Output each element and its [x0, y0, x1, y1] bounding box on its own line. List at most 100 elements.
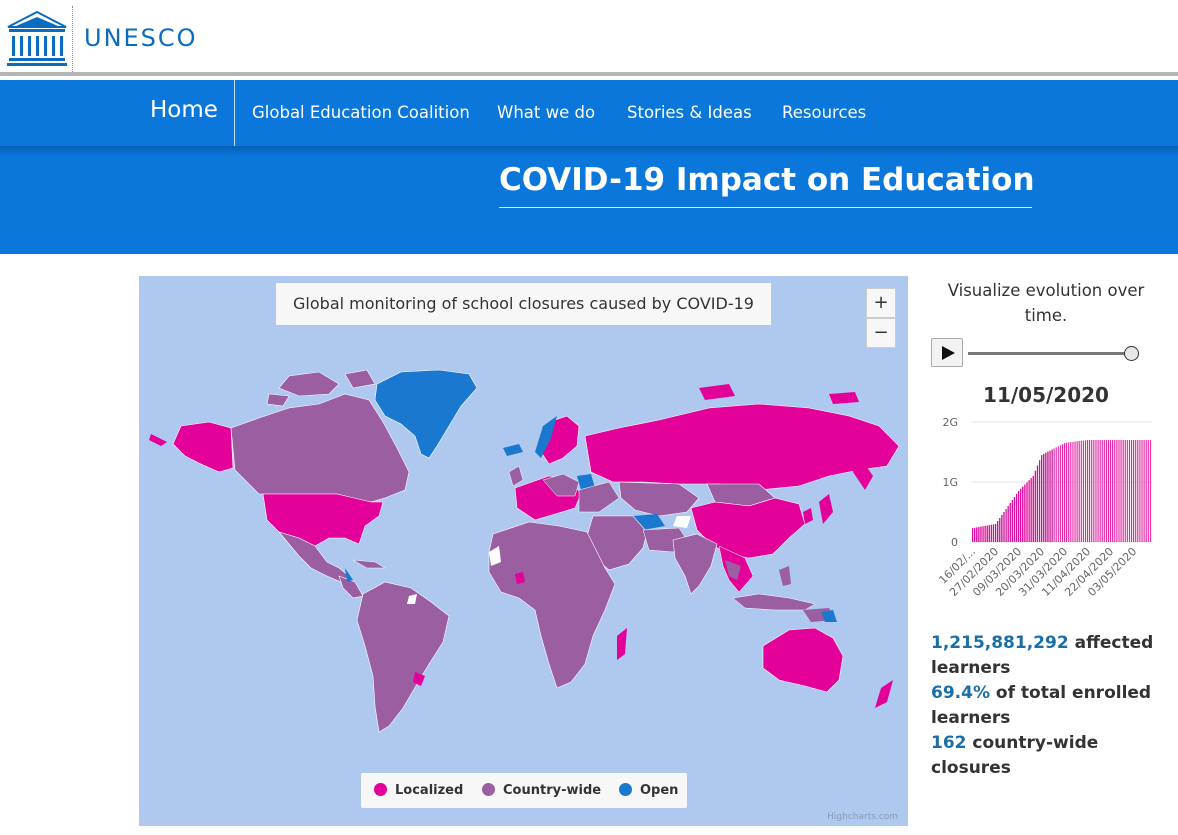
map-region-south-america [356, 581, 450, 733]
timeline-bar-edge [1137, 440, 1139, 542]
time-slider-track[interactable] [968, 352, 1130, 355]
timeline-bar-edge [1085, 440, 1086, 542]
timeline-bar-edge [1018, 491, 1019, 542]
open-dot-icon [619, 783, 632, 796]
chart-bars[interactable] [972, 440, 1152, 542]
map-region-png [821, 610, 837, 622]
nav-divider [234, 80, 235, 146]
timeline-bar-edge [980, 526, 982, 542]
legend-item-localized[interactable]: Localized [374, 773, 463, 808]
legend-label-country-wide: Country-wide [503, 783, 602, 798]
timeline-bar-edge [1076, 441, 1078, 542]
timeline-bar-edge [986, 525, 988, 542]
stats-summary: 1,215,881,292 affected learners 69.4% of… [931, 631, 1171, 781]
highcharts-credits[interactable]: Highcharts.com [827, 812, 898, 822]
zoom-out-button[interactable]: − [866, 318, 896, 348]
map-legend: Localized Country-wide Open [361, 773, 687, 808]
timeline-bar-edge [1097, 440, 1099, 542]
map-region-central-america [338, 575, 364, 599]
timeline-bar-edge [1116, 440, 1118, 542]
timeline-bar-edge [1149, 440, 1151, 542]
timeline-bar-edge [1120, 440, 1122, 542]
country-closures-label: country-wide closures [931, 733, 1099, 778]
play-icon [942, 346, 955, 360]
map-region-indonesia [732, 593, 816, 611]
main-navigation: Home Global Education Coalition What we … [0, 80, 1178, 146]
timeline-bar-edge [1105, 440, 1107, 542]
page-title: COVID-19 Impact on Education [499, 162, 1035, 198]
map-region-russia-islands [699, 384, 859, 404]
logo-divider [72, 6, 73, 72]
enrolled-percent-label: of total enrolled learners [931, 683, 1152, 728]
timeline-bar-edge [999, 518, 1001, 542]
timeline-bar-edge [1032, 476, 1034, 542]
timeline-bar-edge [1009, 503, 1011, 542]
timeline-bar-edge [1139, 440, 1141, 542]
world-map-chart[interactable]: Global monitoring of school closures cau… [139, 276, 908, 826]
map-region-australia [762, 627, 844, 693]
map-region-philippines [779, 566, 791, 586]
legend-item-country-wide[interactable]: Country-wide [482, 773, 601, 808]
enrolled-percent-value: 69.4% [931, 683, 990, 703]
timeline-bar-edge [1114, 440, 1116, 542]
affected-learners-label: affected learners [931, 633, 1154, 678]
temple-logo-icon [7, 10, 67, 66]
brand-name[interactable]: UNESCO [84, 24, 198, 52]
timeline-bar-edge [1036, 465, 1038, 542]
nav-stories-ideas[interactable]: Stories & Ideas [627, 103, 752, 122]
timeline-bar-edge [1078, 441, 1080, 542]
timeline-bar-edge [1013, 497, 1015, 542]
timeline-bar-edge [1135, 440, 1137, 542]
play-button[interactable] [931, 338, 963, 367]
country-closures-stat: 162 country-wide closures [931, 731, 1171, 781]
map-region-ghana [515, 572, 525, 584]
map-region-madagascar [617, 628, 627, 660]
timeline-bar-edge [1062, 444, 1063, 542]
map-region-canadian-islands [266, 369, 376, 407]
timeline-bar-edge [992, 524, 994, 542]
timeline-bar-edge [1122, 440, 1124, 542]
time-slider-thumb[interactable] [1124, 346, 1139, 361]
timeline-bar-edge [1053, 448, 1055, 542]
map-region-indochina [725, 560, 741, 580]
timeline-bar-edge [1080, 440, 1082, 542]
timeline-bar-edge [982, 526, 984, 542]
nav-what-we-do[interactable]: What we do [497, 103, 596, 122]
enrolled-percent-stat: 69.4% of total enrolled learners [931, 681, 1171, 731]
timeline-bar-edge [978, 527, 980, 542]
timeline-bar-edge [1141, 440, 1143, 542]
country-closures-value: 162 [931, 733, 967, 753]
timeline-bar-edge [1066, 442, 1067, 542]
timeline-bar-edge [1020, 488, 1021, 542]
timeline-bar-edge [1099, 440, 1101, 542]
nav-resources[interactable]: Resources [782, 103, 867, 122]
timeline-bar-edge [1095, 440, 1097, 542]
timeline-bar-edge [1147, 440, 1149, 542]
map-region-africa [488, 521, 616, 689]
y-axis-labels: 0 1G 2G [942, 416, 958, 549]
timeline-bar-edge [1024, 484, 1026, 542]
unesco-logo[interactable] [4, 8, 70, 70]
timeline-bar-edge [1049, 450, 1051, 542]
timeline-bar-edge [1043, 453, 1044, 542]
legend-item-open[interactable]: Open [619, 773, 678, 808]
world-map[interactable] [139, 276, 908, 826]
title-underline [499, 207, 1032, 208]
evolution-heading: Visualize evolution over time. [947, 281, 1145, 325]
zoom-in-button[interactable]: + [866, 288, 896, 318]
timeline-bar-edge [972, 528, 973, 542]
map-title: Global monitoring of school closures cau… [276, 283, 771, 325]
timeline-bar-edge [1022, 486, 1024, 542]
timeline-bar-edge [1001, 515, 1003, 542]
nav-global-education-coalition[interactable]: Global Education Coalition [252, 103, 470, 122]
timeline-bar-edge [1041, 455, 1042, 542]
map-region-usa [262, 493, 384, 547]
learners-timeline-chart[interactable]: 0 1G 2G 16/02/...27/02/202009/03/202020/03… [920, 408, 1160, 628]
timeline-bar-edge [1028, 480, 1030, 542]
nav-home-link[interactable]: Home [150, 97, 218, 123]
map-region-kamchatka [853, 456, 873, 490]
map-region-caribbean [352, 559, 386, 569]
localized-dot-icon [374, 783, 387, 796]
timeline-bar-edge [1051, 449, 1053, 542]
map-region-uk [508, 465, 524, 487]
